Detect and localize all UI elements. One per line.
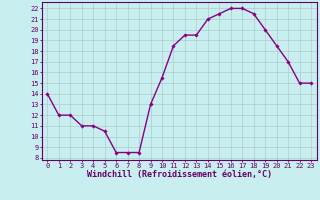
X-axis label: Windchill (Refroidissement éolien,°C): Windchill (Refroidissement éolien,°C) (87, 170, 272, 179)
